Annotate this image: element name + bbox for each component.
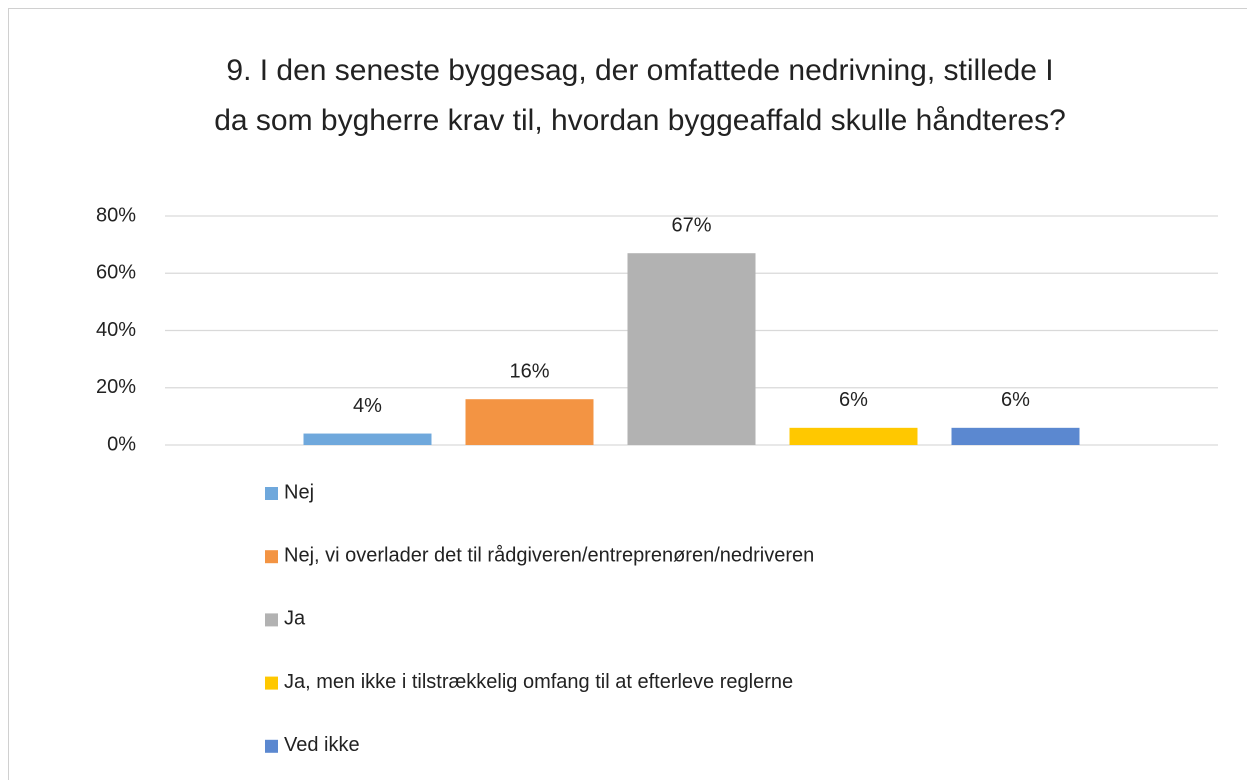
data-label: 16% <box>509 360 549 382</box>
y-tick-label: 20% <box>96 376 136 398</box>
bar <box>951 427 1080 445</box>
data-label: 67% <box>671 214 711 236</box>
y-tick-label: 80% <box>96 204 136 226</box>
chart-title: da som bygherre krav til, hvordan byggea… <box>214 104 1066 137</box>
data-label: 4% <box>353 395 382 417</box>
bar <box>465 399 594 445</box>
bar <box>789 427 918 445</box>
chart-title: 9. I den seneste byggesag, der omfattede… <box>226 54 1053 87</box>
bar <box>627 253 756 445</box>
legend-swatch <box>265 739 278 753</box>
legend-swatch <box>265 613 278 627</box>
y-tick-label: 40% <box>96 319 136 341</box>
y-tick-label: 0% <box>107 433 136 455</box>
legend-label: Ved ikke <box>284 734 360 756</box>
legend-swatch <box>265 676 278 690</box>
y-tick-label: 60% <box>96 262 136 284</box>
legend-swatch <box>265 487 278 500</box>
data-label: 6% <box>839 389 868 411</box>
bar <box>303 433 432 445</box>
legend-label: Nej <box>284 481 314 503</box>
legend-label: Ja, men ikke i tilstrækkelig omfang til … <box>284 671 793 693</box>
data-label: 6% <box>1001 389 1030 411</box>
legend-label: Ja <box>284 608 306 630</box>
legend-swatch <box>265 550 278 564</box>
legend-label: Nej, vi overlader det til rådgiveren/ent… <box>284 544 814 566</box>
